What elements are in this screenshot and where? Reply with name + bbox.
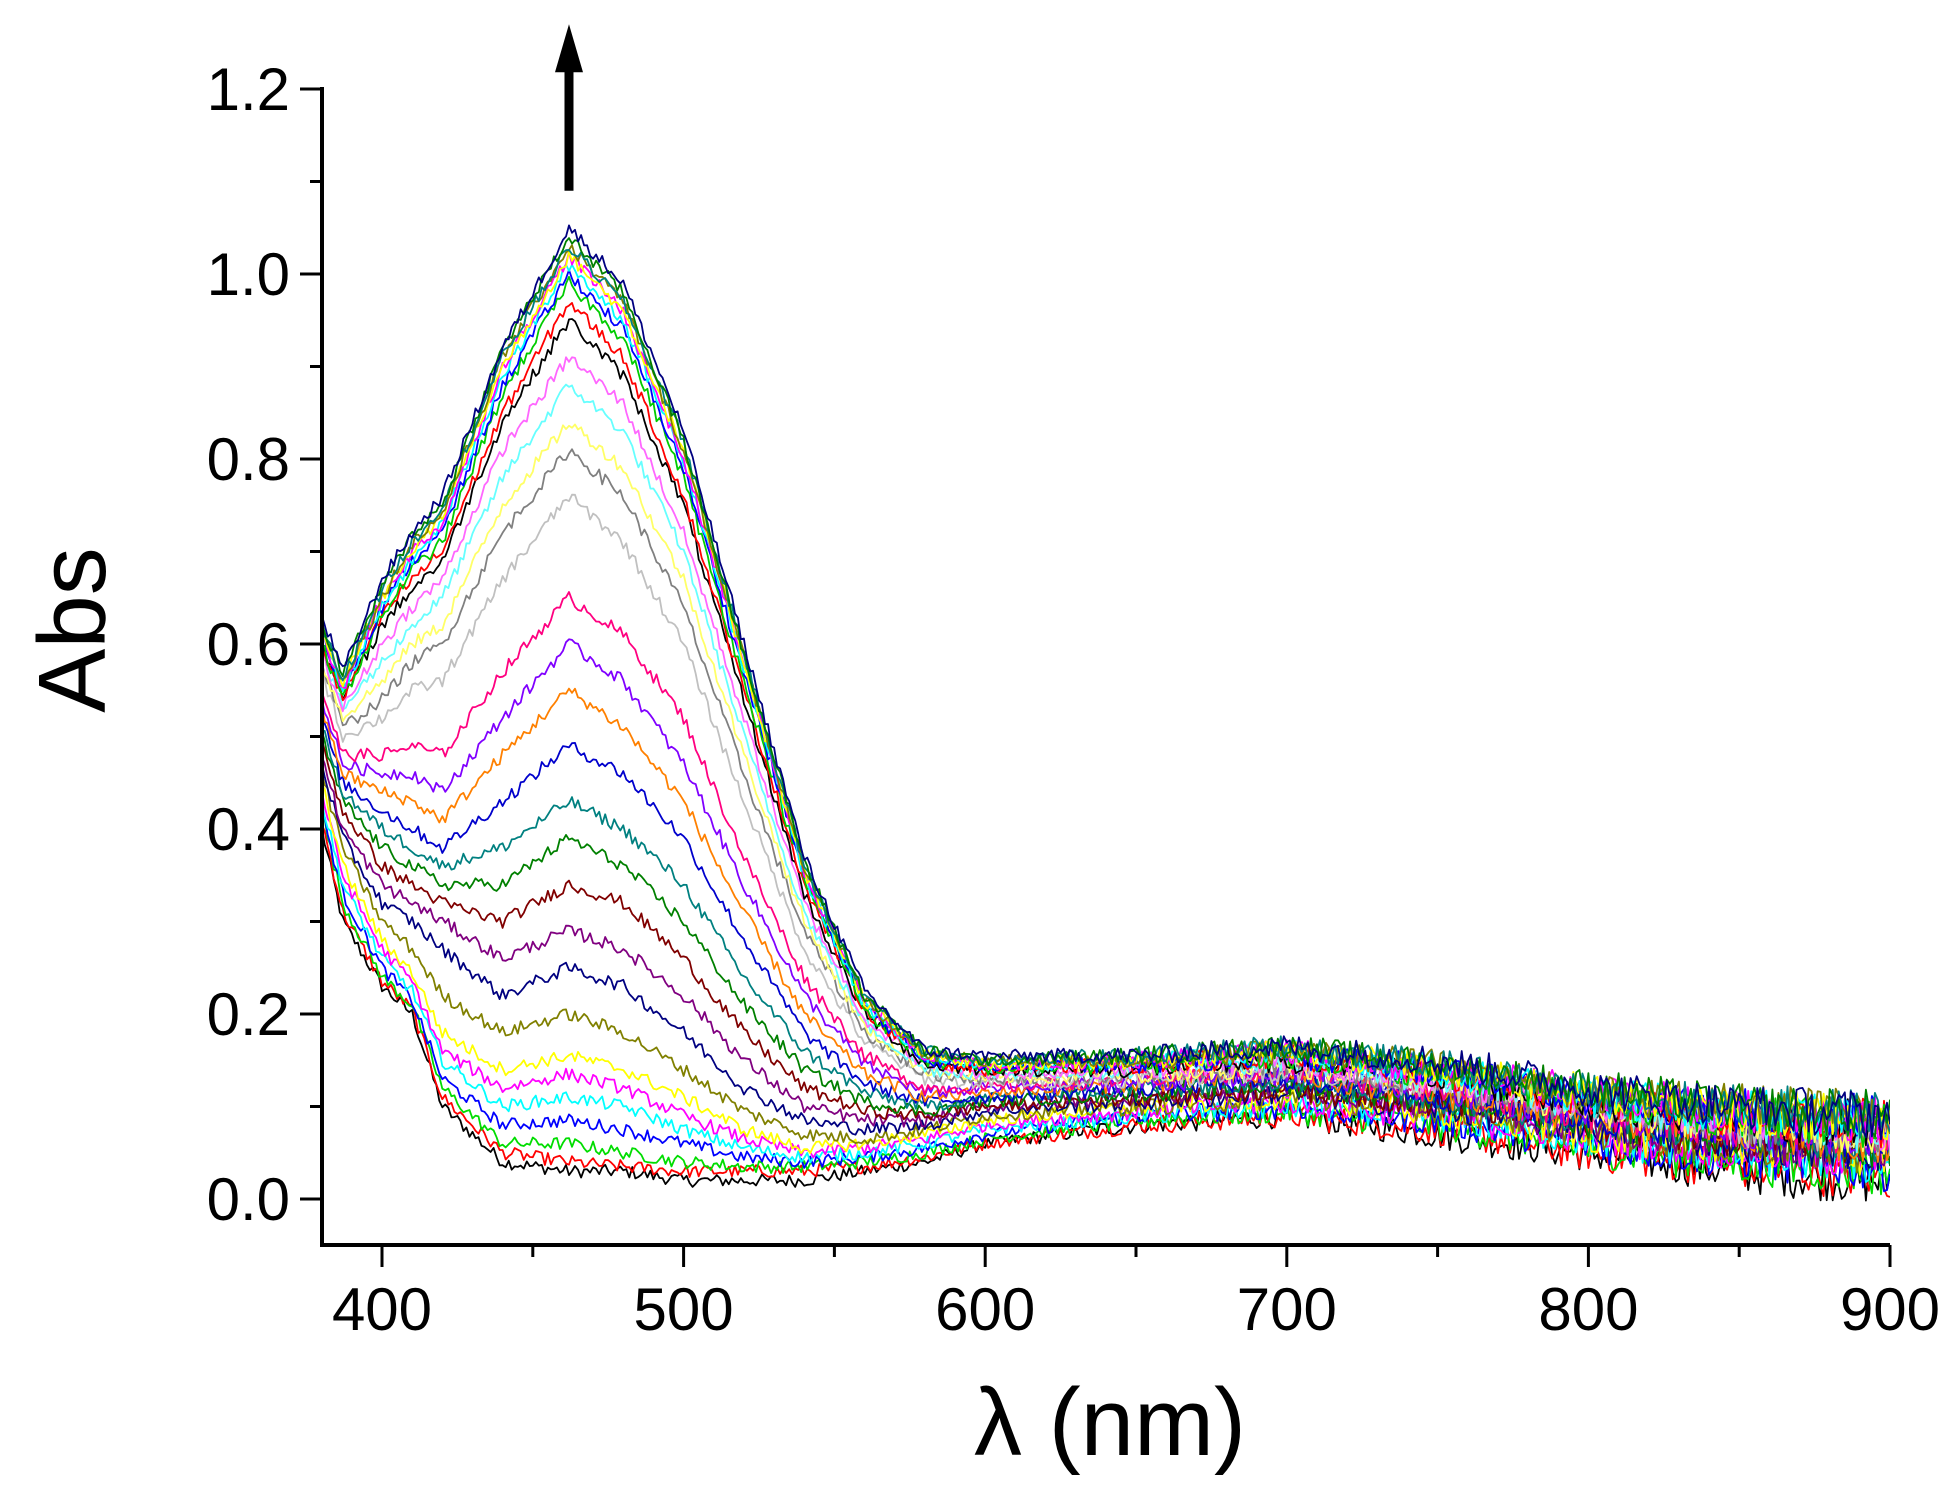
y-tick-label: 0.2 [207,981,290,1048]
series-line-26 [322,269,1890,1139]
series-lines [322,224,1890,1202]
series-line-4 [322,811,1890,1193]
arrow-up-icon [554,24,583,73]
x-tick-label: 900 [1840,1276,1940,1343]
series-line-20 [322,423,1890,1155]
series-line-27 [322,263,1890,1140]
series-line-29 [322,250,1890,1141]
x-tick-label: 500 [634,1276,734,1343]
series-line-33 [322,224,1890,1141]
x-tick-label: 700 [1237,1276,1337,1343]
y-tick-label: 0.4 [207,796,290,863]
annotations [554,24,583,191]
y-axis-title: Abs [19,547,126,712]
series-line-30 [322,244,1890,1135]
y-tick-label: 0.6 [207,611,290,678]
series-line-19 [322,448,1890,1153]
x-tick-label: 800 [1538,1276,1638,1343]
tick-labels: 0.0 0.2 0.4 0.6 0.8 1.0 1.2 400 500 600 700 800 900 [207,56,1940,1343]
series-line-22 [322,356,1890,1151]
x-axis-title: λ (nm) [974,1369,1246,1476]
y-tick-label: 0.8 [207,426,290,493]
series-line-24 [322,302,1890,1149]
x-tick-label: 400 [332,1276,432,1343]
series-line-21 [322,383,1890,1154]
y-tick-label: 1.0 [207,241,290,308]
series-line-31 [322,249,1890,1139]
y-tick-label: 1.2 [207,56,290,123]
y-tick-label: 0.0 [207,1166,290,1233]
series-line-32 [322,237,1890,1138]
series-line-28 [322,250,1890,1144]
x-tick-label: 600 [935,1276,1035,1343]
axes [300,87,1892,1267]
